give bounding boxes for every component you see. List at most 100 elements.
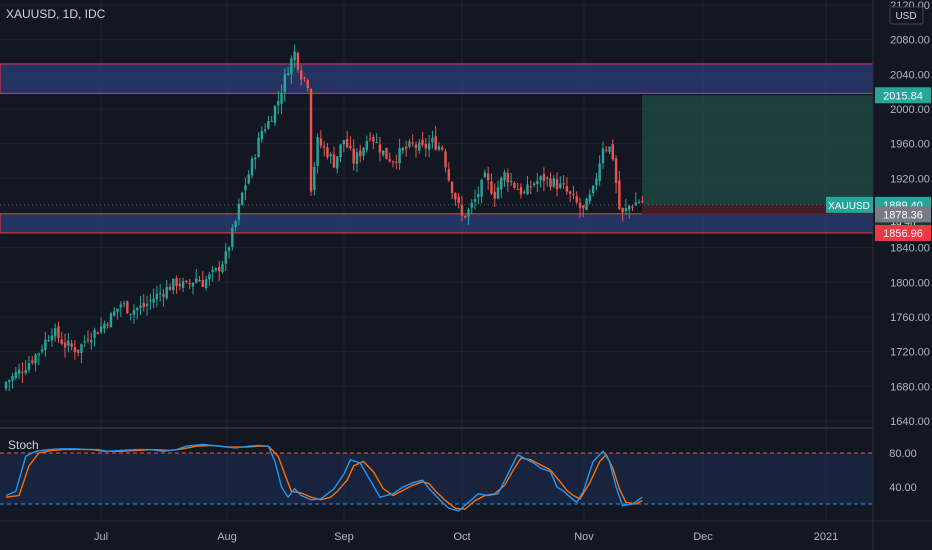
- candle: [614, 155, 618, 194]
- candle-body: [352, 148, 355, 164]
- candle: [54, 323, 57, 342]
- candle: [631, 204, 634, 212]
- candle-body: [221, 264, 224, 272]
- candle-body: [17, 369, 21, 375]
- candle: [103, 320, 106, 334]
- candle-body: [447, 169, 450, 181]
- resistance-zone[interactable]: [0, 63, 874, 94]
- candle-body: [355, 152, 359, 164]
- time-axis[interactable]: Jul Aug Sep Oct Nov Dec 2021: [94, 531, 838, 543]
- candle-body: [473, 199, 477, 202]
- candle: [21, 362, 24, 384]
- candle: [8, 379, 11, 392]
- candle: [290, 55, 293, 84]
- time-tick: Oct: [453, 531, 470, 543]
- candle: [283, 68, 286, 102]
- candle: [526, 175, 529, 195]
- stoch-title[interactable]: Stoch: [8, 438, 39, 452]
- candle: [309, 87, 313, 196]
- candle-body: [70, 343, 73, 347]
- candle: [234, 219, 237, 232]
- candle: [162, 289, 165, 307]
- candle-body: [605, 149, 608, 151]
- candle: [634, 192, 637, 206]
- stoch-k-line: [5, 443, 643, 512]
- long-position-tool[interactable]: [0, 95, 873, 215]
- candle-body: [316, 137, 319, 166]
- candle: [316, 133, 319, 174]
- candle-body: [44, 339, 47, 350]
- target-price-label-text: 2015.84: [883, 90, 923, 102]
- candle: [195, 269, 198, 284]
- candle-body: [339, 144, 342, 158]
- candle: [158, 284, 162, 302]
- candle: [218, 260, 221, 282]
- candle-body: [526, 184, 529, 195]
- candle: [500, 176, 503, 198]
- candle: [470, 199, 473, 215]
- candle-body: [270, 120, 273, 122]
- candle-body: [434, 136, 437, 150]
- candle: [270, 116, 273, 122]
- candle-body: [201, 280, 204, 287]
- candle-body: [614, 158, 618, 183]
- symbol-title[interactable]: XAUUSD, 1D, IDC: [6, 7, 106, 21]
- candle: [447, 162, 450, 183]
- support-zone[interactable]: [0, 213, 874, 234]
- candle: [529, 180, 532, 195]
- candle: [47, 335, 50, 342]
- candle-body: [503, 171, 506, 181]
- profit-zone[interactable]: [642, 95, 873, 205]
- candle-body: [519, 187, 523, 195]
- candle: [546, 175, 549, 187]
- candle-body: [575, 196, 578, 203]
- time-tick: Nov: [574, 531, 594, 543]
- candle: [198, 275, 201, 282]
- candle: [641, 195, 644, 204]
- candle-body: [244, 185, 247, 191]
- candle-body: [185, 280, 188, 282]
- candle-body: [73, 347, 77, 353]
- candle: [326, 143, 329, 160]
- candle-body: [467, 209, 470, 217]
- candle-body: [175, 278, 178, 287]
- candle-body: [139, 305, 142, 308]
- candle-body: [539, 176, 542, 181]
- candle-body: [611, 144, 614, 160]
- candle: [201, 271, 204, 288]
- candle-body: [142, 303, 145, 308]
- candle: [378, 136, 382, 162]
- currency-badge[interactable]: USD: [889, 6, 924, 25]
- candle-body: [181, 281, 185, 288]
- candle-body: [40, 349, 44, 352]
- candle: [181, 277, 185, 293]
- candle: [549, 172, 552, 191]
- candle: [175, 275, 178, 294]
- candle-body: [14, 372, 18, 378]
- candle: [372, 134, 375, 150]
- support-low-label: 1856.96: [875, 224, 931, 241]
- price-zones: [0, 63, 874, 234]
- candle: [572, 185, 575, 200]
- candle: [391, 160, 395, 168]
- candle: [362, 146, 365, 161]
- candle-body: [595, 178, 598, 186]
- candle-body: [506, 172, 510, 183]
- candle-body: [582, 205, 585, 209]
- candle-body: [116, 308, 119, 312]
- candle-body: [83, 341, 86, 343]
- candle-body: [286, 73, 290, 76]
- candle-body: [637, 201, 641, 203]
- candle: [86, 330, 90, 344]
- loss-zone[interactable]: [642, 204, 873, 215]
- candle-body: [621, 208, 624, 213]
- candle-body: [450, 182, 454, 194]
- candle-body: [568, 191, 572, 194]
- candle: [506, 168, 510, 192]
- candle-body: [365, 141, 368, 150]
- candle-body: [113, 311, 116, 316]
- candle-body: [549, 178, 552, 187]
- candle: [565, 177, 569, 195]
- candle: [509, 172, 513, 186]
